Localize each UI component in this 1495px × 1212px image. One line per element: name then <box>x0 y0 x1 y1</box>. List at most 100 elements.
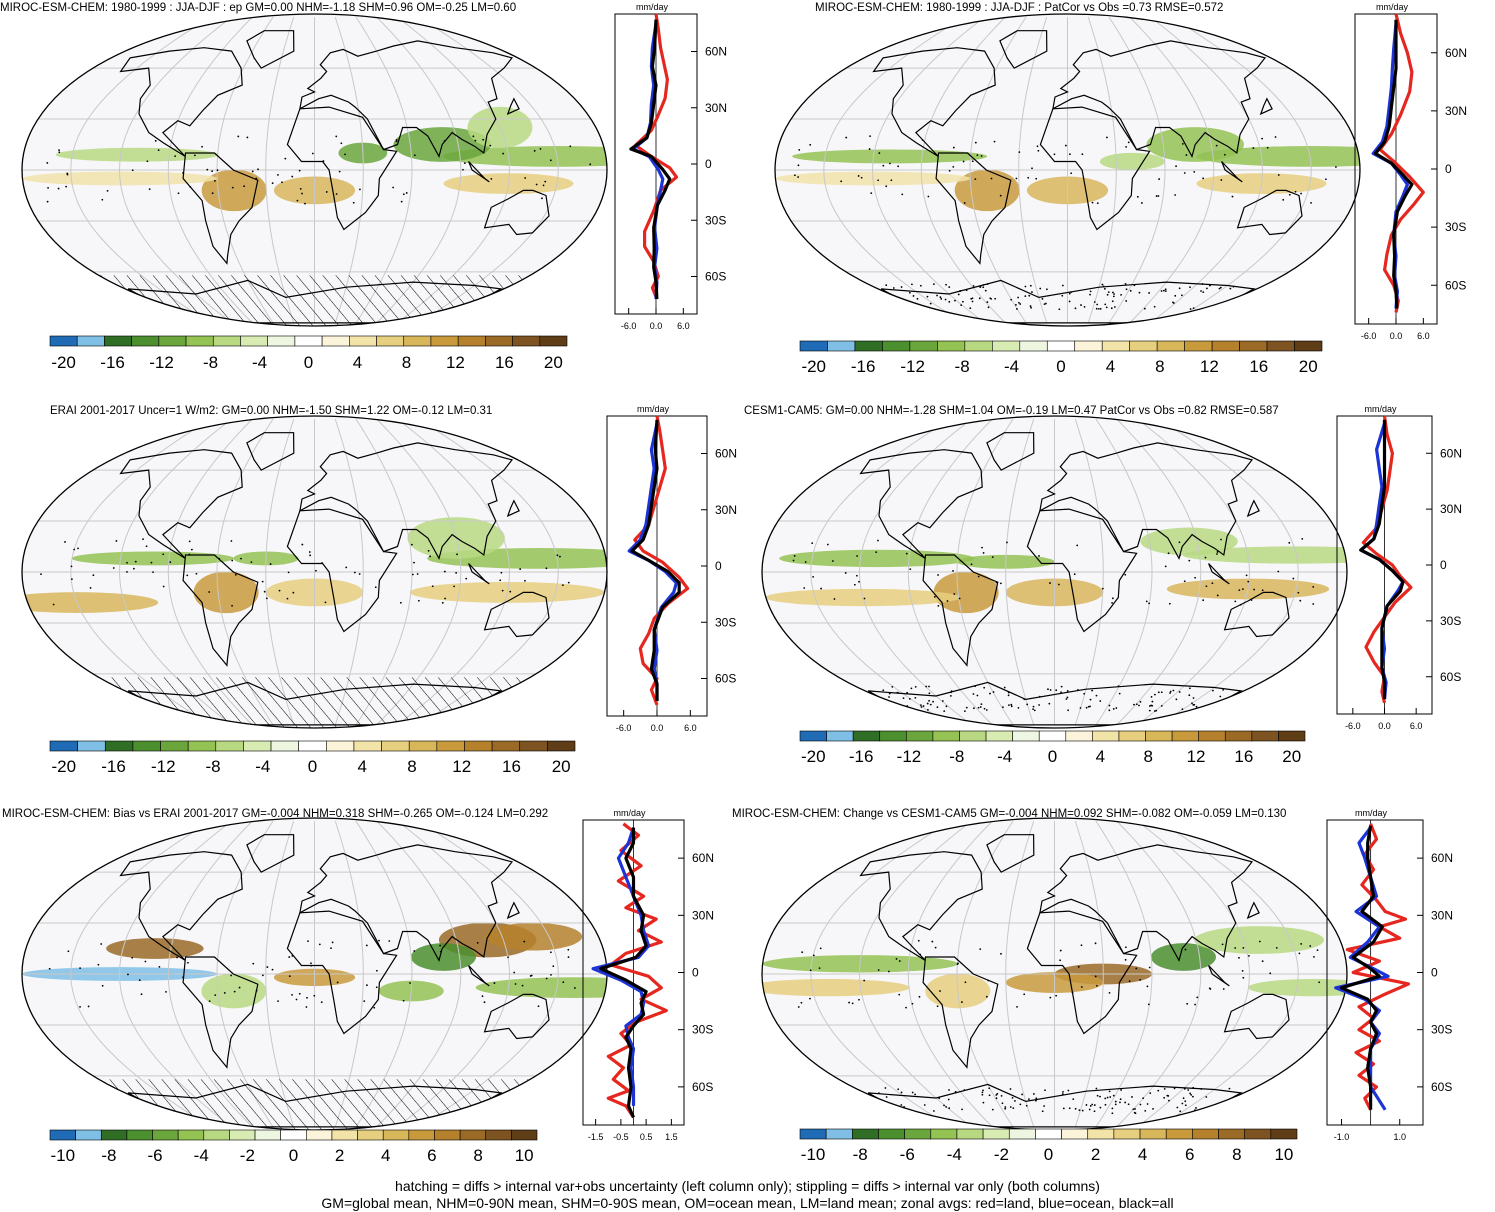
colorbar-swatch <box>299 741 327 751</box>
continent-outline <box>508 99 519 114</box>
lat-tick-label: 60S <box>715 672 736 686</box>
colorbar-tick-label: 4 <box>381 1146 390 1165</box>
anomaly-region <box>194 572 259 614</box>
colorbar-swatch <box>1267 341 1294 351</box>
colorbar-tick-label: 0 <box>308 757 317 776</box>
colorbar-swatch <box>76 1130 102 1140</box>
colorbar-swatch <box>906 731 933 741</box>
colorbar-swatch <box>229 1130 255 1140</box>
anomaly-region <box>427 548 655 569</box>
colorbar-swatch <box>431 336 458 346</box>
colorbar-swatch <box>513 336 540 346</box>
anomaly-region <box>233 551 298 565</box>
continent-outline <box>1261 99 1272 114</box>
lat-tick-label: 0 <box>715 559 722 573</box>
colorbar-swatch <box>268 336 295 346</box>
continent-outline <box>508 501 519 516</box>
lat-tick-label: 0 <box>705 157 712 171</box>
lat-tick-label: 30S <box>1445 220 1466 234</box>
colorbar-swatch <box>1092 731 1119 741</box>
colorbar-swatch <box>326 741 354 751</box>
colorbar-swatch <box>882 341 909 351</box>
units-label: mm/day <box>614 808 647 818</box>
colorbar-swatch <box>910 341 937 351</box>
colorbar-swatch <box>243 741 271 751</box>
colorbar-swatch <box>1146 731 1173 741</box>
x-tick-label: 6.0 <box>1410 721 1423 731</box>
continent-outline <box>1209 564 1230 584</box>
colorbar-swatch <box>458 336 485 346</box>
colorbar-swatch <box>1102 341 1129 351</box>
continent-outline <box>128 682 501 725</box>
lat-tick-label: 60S <box>692 1080 713 1094</box>
colorbar-swatch <box>322 336 349 346</box>
anomaly-region <box>1027 177 1108 205</box>
colorbar-swatch <box>1013 731 1040 741</box>
zonal-series-all <box>1342 826 1383 1110</box>
lat-tick-label: 60S <box>1440 670 1461 684</box>
colorbar-swatch <box>1075 341 1102 351</box>
colorbar-tick-label: 0 <box>1044 1145 1053 1164</box>
colorbar-tick-label: -12 <box>151 757 176 776</box>
lat-tick-label: 0 <box>1445 162 1452 176</box>
zonal-series-land <box>1347 824 1408 1110</box>
colorbar-tick-label: 4 <box>353 353 362 372</box>
panel-title: ERAI 2001-2017 Uncer=1 W/m2: GM=0.00 NHM… <box>50 405 492 417</box>
colorbar-swatch <box>852 1129 878 1139</box>
colorbar-swatch <box>957 1129 983 1139</box>
colorbar-swatch <box>77 336 104 346</box>
colorbar-swatch <box>983 1129 1009 1139</box>
x-tick-label: 0.5 <box>640 1132 653 1142</box>
lat-tick-label: 30N <box>1431 908 1453 922</box>
zonal-series-land <box>608 824 666 1118</box>
lat-tick-label: 30N <box>705 101 727 115</box>
continent-outline <box>987 433 1034 470</box>
continent-outline <box>121 450 243 559</box>
colorbar-swatch <box>1066 731 1093 741</box>
x-tick-label: -6.0 <box>621 321 637 331</box>
x-tick-label: 6.0 <box>1417 331 1430 341</box>
lat-tick-label: 30S <box>1431 1023 1452 1037</box>
colorbar-swatch <box>1271 1129 1297 1139</box>
colorbar-swatch <box>486 1130 512 1140</box>
anomaly-region <box>1100 153 1165 170</box>
anomaly-region <box>955 170 1020 212</box>
continent-outline <box>1225 592 1289 636</box>
colorbar-swatch <box>826 1129 852 1139</box>
colorbar-tick-label: -16 <box>849 747 874 766</box>
colorbar-swatch <box>1062 1129 1088 1139</box>
colorbar-swatch <box>101 1130 127 1140</box>
colorbar-swatch <box>332 1130 358 1140</box>
colorbar-tick-label: 8 <box>1143 747 1152 766</box>
continent-outline <box>868 1084 1241 1127</box>
anomaly-region <box>957 555 1054 569</box>
colorbar-swatch <box>1199 731 1226 741</box>
colorbar-swatch <box>1166 1129 1192 1139</box>
colorbar-tick-label: -4 <box>194 1146 209 1165</box>
lat-tick-label: 30N <box>1445 104 1467 118</box>
anomaly-region <box>934 572 999 614</box>
x-tick-label: 1.0 <box>1393 1132 1406 1142</box>
footer-note: hatching = diffs > internal var+obs unce… <box>0 1178 1495 1212</box>
continent-outline <box>469 162 490 182</box>
continent-outline <box>469 966 490 986</box>
colorbar-swatch <box>188 741 216 751</box>
colorbar-swatch <box>78 741 106 751</box>
colorbar-swatch <box>153 1130 179 1140</box>
colorbar-swatch <box>377 336 404 346</box>
anomaly-region <box>775 172 970 186</box>
colorbar-swatch <box>178 1130 204 1140</box>
colorbar-swatch <box>354 741 382 751</box>
zonal-series-ocean <box>1373 24 1407 309</box>
colorbar-swatch <box>382 741 410 751</box>
continent-outline <box>1040 107 1149 229</box>
colorbar-tick-label: -6 <box>148 1146 163 1165</box>
anomaly-region <box>1248 979 1378 996</box>
panel-title: MIROC-ESM-CHEM: 1980-1999 : JJA-DJF : Pa… <box>815 2 1223 14</box>
